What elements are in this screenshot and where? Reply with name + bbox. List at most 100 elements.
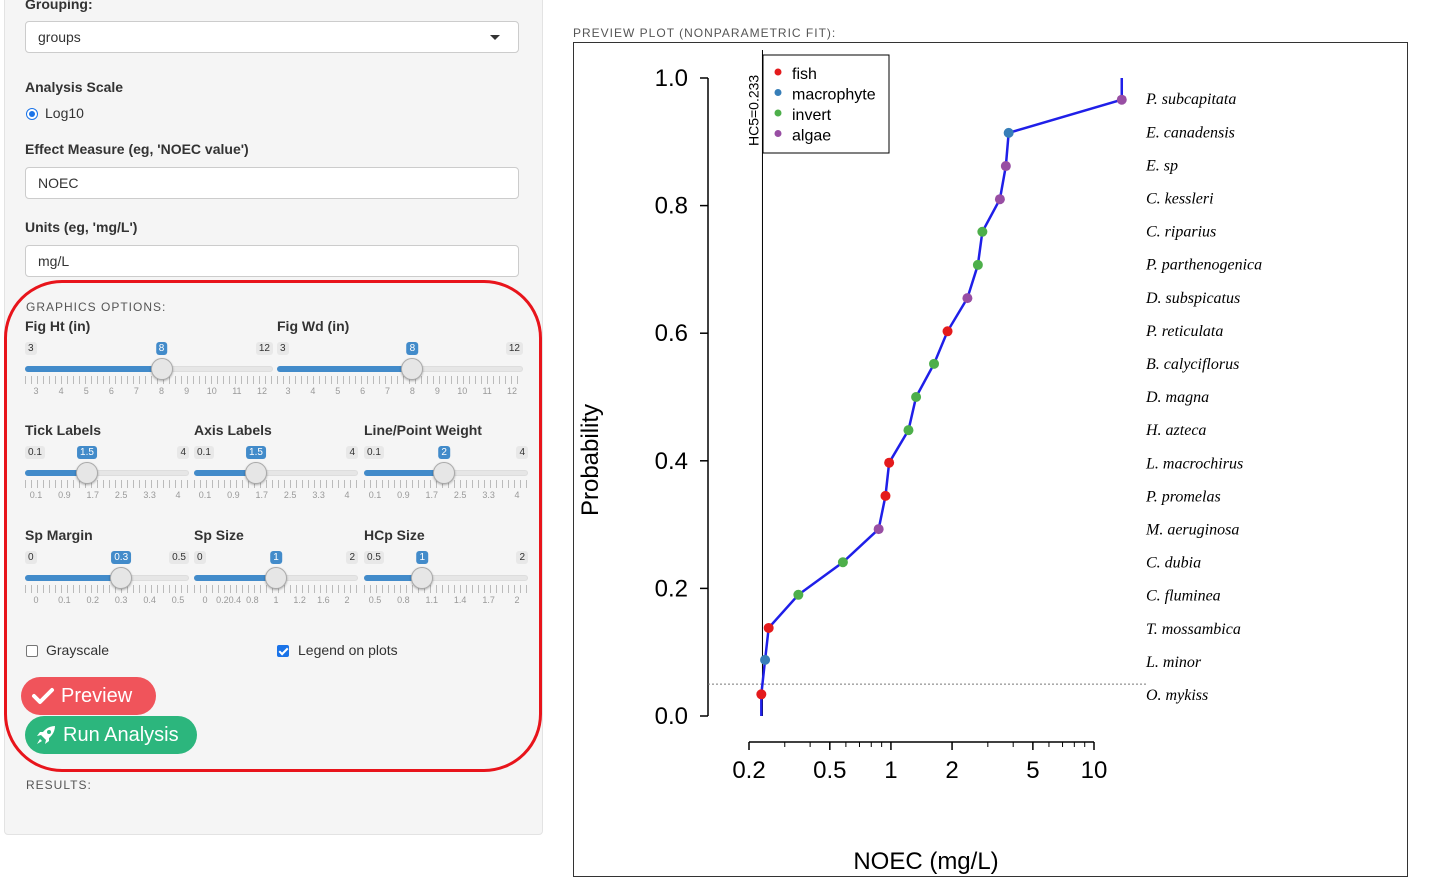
slider-tick-label: 5 (83, 386, 89, 396)
legend-checkbox[interactable] (277, 645, 289, 657)
slider-min: 3 (25, 342, 37, 355)
slider-ticks (25, 376, 273, 384)
slider-tick-label: 0.1 (198, 490, 212, 500)
slider-max: 12 (255, 342, 273, 355)
slider-tick-label: 0.9 (397, 490, 410, 500)
slider-tick-label: 0.8 (397, 595, 410, 605)
slider-3[interactable]: 0.1 4 1.5 0.1 0.9 1.7 2.5 3.3 4 (194, 446, 358, 506)
slider-tick-label: 0.5 (171, 595, 185, 605)
slider-6[interactable]: 0 2 1 0 0.20.4 0.8 1 1.2 1.6 2 (194, 551, 358, 611)
slider-tick-label: 1.7 (86, 490, 100, 500)
slider-value: 1 (270, 551, 282, 564)
slider-ticks (25, 480, 189, 488)
slider-label-2: Tick Labels (25, 422, 102, 438)
slider-handle[interactable] (150, 358, 173, 380)
slider-tick-label: 5 (335, 386, 341, 396)
slider-tick-label: 1.4 (453, 595, 467, 605)
slider-max: 12 (505, 342, 523, 355)
slider-5[interactable]: 0 0.5 0.3 0 0.1 0.2 0.3 0.4 0.5 (25, 551, 189, 611)
slider-7[interactable]: 0.5 2 1 0.5 0.8 1.1 1.4 1.7 2 (364, 551, 528, 611)
slider-tick-label: 1 (273, 595, 279, 605)
slider-label-4: Line/Point Weight (364, 422, 482, 438)
slider-tick-label: 12 (256, 386, 268, 396)
slider-fill (194, 470, 256, 476)
effect-measure-input[interactable]: NOEC (25, 167, 519, 199)
slider-handle[interactable] (433, 462, 456, 484)
highlight-annotation (4, 280, 542, 772)
slider-value: 1.5 (77, 446, 97, 459)
slider-tick-label: 0 (33, 595, 39, 605)
slider-handle[interactable] (401, 358, 424, 380)
slider-handle[interactable] (75, 462, 98, 484)
grouping-select[interactable]: groups (25, 21, 519, 53)
preview-plot-frame (573, 42, 1408, 877)
slider-handle[interactable] (244, 462, 267, 484)
slider-tick-label: 6 (360, 386, 366, 396)
slider-tick-label: 3 (285, 386, 291, 396)
slider-ticks (277, 376, 523, 384)
slider-handle[interactable] (265, 567, 287, 589)
slider-tick-label: 0.20.4 (216, 595, 242, 605)
slider-fill (364, 575, 423, 581)
effect-measure-value: NOEC (38, 175, 79, 191)
slider-max: 4 (177, 446, 189, 459)
slider-min: 0.1 (364, 446, 384, 459)
slider-tick-label: 0.8 (246, 595, 259, 605)
slider-ticks (194, 585, 358, 593)
results-title: RESULTS: (26, 778, 92, 792)
slider-tick-label: 2.5 (283, 490, 297, 500)
slider-tick-label: 0.5 (368, 595, 382, 605)
slider-tick-label: 2 (344, 595, 350, 605)
slider-fill (277, 366, 413, 372)
slider-1[interactable]: 3 12 8 3 4 5 6 7 8 9 10 11 12 (277, 342, 523, 402)
slider-max: 2 (516, 551, 528, 564)
slider-fill (25, 366, 162, 372)
slider-label-1: Fig Wd (in) (277, 318, 350, 334)
slider-tick-label: 1.7 (425, 490, 439, 500)
log10-radio-label: Log10 (45, 105, 84, 121)
slider-handle[interactable] (110, 567, 133, 589)
slider-tick-label: 4 (175, 490, 181, 500)
preview-button[interactable]: Preview (21, 677, 156, 715)
slider-tick-label: 0.9 (58, 490, 71, 500)
slider-tick-label: 0.1 (29, 490, 43, 500)
slider-label-5: Sp Margin (25, 527, 93, 543)
slider-tick-label: 0 (202, 595, 208, 605)
slider-tick-label: 11 (232, 386, 242, 396)
slider-min: 0.1 (194, 446, 214, 459)
slider-tick-label: 2 (514, 595, 520, 605)
slider-tick-label: 8 (409, 386, 415, 396)
slider-tick-label: 10 (457, 386, 468, 396)
slider-tick-label: 0.4 (143, 595, 156, 605)
grayscale-checkbox[interactable] (26, 645, 38, 657)
check-icon (32, 688, 54, 704)
slider-tick-label: 12 (506, 386, 518, 396)
slider-tick-label: 0.3 (114, 595, 128, 605)
slider-min: 0.5 (364, 551, 384, 564)
slider-fill (194, 575, 276, 581)
slider-tick-label: 1.7 (482, 595, 495, 605)
slider-value: 2 (438, 446, 450, 459)
slider-2[interactable]: 0.1 4 1.5 0.1 0.9 1.7 2.5 3.3 4 (25, 446, 189, 506)
grayscale-label: Grayscale (46, 642, 110, 658)
slider-tick-label: 4 (514, 490, 520, 500)
slider-handle[interactable] (411, 567, 434, 589)
slider-tick-label: 2.5 (453, 490, 467, 500)
slider-label-6: Sp Size (194, 527, 244, 543)
slider-0[interactable]: 3 12 8 3 4 5 6 7 8 9 10 11 12 (25, 342, 273, 402)
slider-tick-label: 9 (184, 386, 190, 396)
log10-radio[interactable] (26, 108, 38, 120)
slider-label-3: Axis Labels (194, 422, 272, 438)
slider-fill (25, 575, 122, 581)
slider-label-7: HCp Size (364, 527, 425, 543)
slider-4[interactable]: 0.1 4 2 0.1 0.9 1.7 2.5 3.3 4 (364, 446, 528, 506)
slider-tick-label: 10 (206, 386, 217, 396)
units-input[interactable]: mg/L (25, 245, 519, 277)
grouping-label: Grouping: (25, 0, 93, 12)
slider-tick-label: 7 (385, 386, 391, 396)
slider-tick-label: 0.1 (368, 490, 382, 500)
slider-tick-label: 8 (159, 386, 165, 396)
slider-tick-label: 2.5 (114, 490, 128, 500)
units-label: Units (eg, 'mg/L') (25, 219, 138, 235)
slider-tick-label: 0.1 (58, 595, 71, 605)
